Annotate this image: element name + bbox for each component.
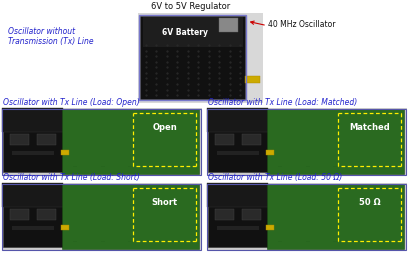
Bar [2,183,63,207]
Text: -----: ----- [128,164,133,168]
Bar [266,184,403,249]
Text: -----: ----- [100,164,106,168]
Bar [37,134,56,145]
Text: Short: Short [151,198,178,207]
Bar [207,183,406,250]
Text: 50 Ω: 50 Ω [358,198,380,207]
Bar [62,109,198,174]
Bar [207,108,405,174]
Bar [216,226,258,230]
Bar [10,209,29,220]
Bar [12,226,54,230]
Bar [3,186,63,247]
Text: -----: ----- [73,164,78,168]
Bar [207,183,405,249]
Text: -----: ----- [128,239,133,243]
Text: 6V to 5V Regulator: 6V to 5V Regulator [151,2,229,11]
Bar [215,134,234,145]
Bar [62,184,198,249]
Text: Open: Open [152,123,177,132]
Bar [61,225,69,230]
Bar [2,108,202,175]
Bar [10,134,29,145]
Bar [61,150,69,155]
Bar [207,186,267,247]
Bar [2,108,63,132]
Bar [142,17,243,47]
Bar [2,183,202,250]
Text: -----: ----- [332,239,337,243]
Bar [140,16,245,99]
Text: 6V Battery: 6V Battery [161,28,207,37]
Bar [3,111,63,172]
Bar [216,151,258,155]
Text: -----: ----- [73,239,78,243]
Text: 40 MHz Oscillator: 40 MHz Oscillator [267,20,335,29]
Text: -----: ----- [332,164,337,168]
Bar [215,209,234,220]
Bar [245,76,260,83]
Bar [266,109,403,174]
Text: Oscillator with Tx Line (Load: Short): Oscillator with Tx Line (Load: Short) [3,173,139,182]
Text: Matched: Matched [348,123,389,132]
Bar [12,151,54,155]
Bar [242,134,261,145]
Bar [265,150,273,155]
Bar [2,108,201,174]
Text: -----: ----- [278,239,283,243]
Text: Oscillator with Tx Line (Load: Open): Oscillator with Tx Line (Load: Open) [3,98,139,107]
Bar [37,209,56,220]
Bar [2,183,201,249]
Text: Oscillator with Tx Line (Load: 50 Ω): Oscillator with Tx Line (Load: 50 Ω) [207,173,342,182]
Text: -----: ----- [100,239,106,243]
Text: Oscillator without
Transmission (Tx) Line: Oscillator without Transmission (Tx) Lin… [8,26,93,46]
Text: -----: ----- [305,164,310,168]
Bar [138,13,262,103]
Bar [207,108,406,175]
Text: -----: ----- [278,164,283,168]
Bar [242,209,261,220]
Bar [219,18,238,31]
Bar [207,108,267,132]
Text: -----: ----- [305,239,310,243]
Bar [207,183,267,207]
Bar [139,15,246,100]
Bar [265,225,273,230]
Text: Oscillator with Tx Line (Load: Matched): Oscillator with Tx Line (Load: Matched) [207,98,356,107]
Bar [207,111,267,172]
